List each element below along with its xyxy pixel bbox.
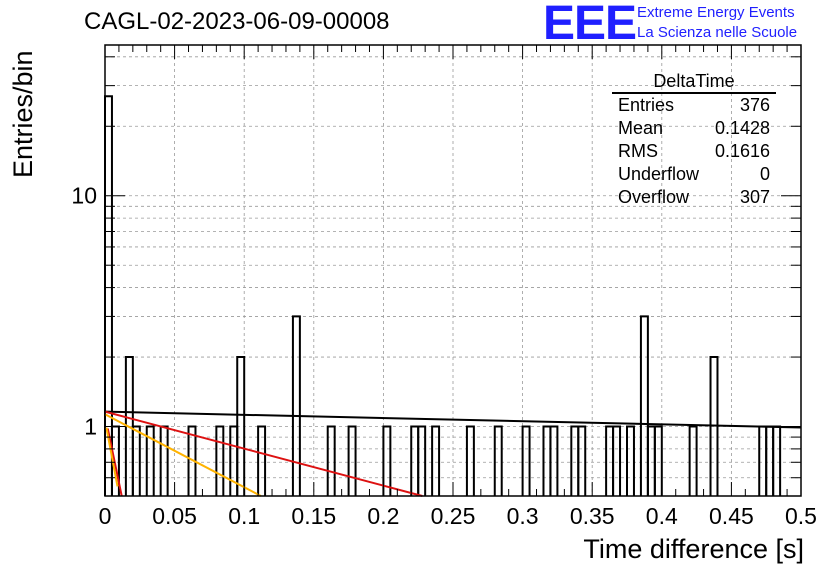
- histogram-bar: [688, 425, 698, 496]
- x-tick-label: 0.5: [785, 503, 817, 529]
- histogram-bar: [382, 425, 392, 496]
- x-tick-label: 0.1: [228, 503, 260, 529]
- x-tick-label: 0.35: [570, 503, 615, 529]
- histogram-bar: [465, 425, 475, 496]
- histogram-bar: [131, 425, 141, 496]
- stats-value: 0: [759, 164, 770, 184]
- stats-label: Overflow: [618, 187, 690, 207]
- x-tick-label: 0.2: [367, 503, 399, 529]
- x-tick-label: 0.25: [431, 503, 476, 529]
- eee-logo: EEE: [543, 0, 637, 50]
- histogram-bar: [215, 425, 225, 496]
- x-axis-label: Time difference [s]: [583, 534, 804, 564]
- histogram-bar: [417, 425, 427, 496]
- histogram-bar: [493, 425, 503, 496]
- histogram-bar: [626, 425, 635, 496]
- stats-label: Mean: [618, 118, 664, 138]
- x-tick-label: 0.3: [507, 503, 539, 529]
- histogram-bar: [653, 425, 663, 496]
- stats-row-underflow: Underflow 0: [612, 163, 776, 186]
- histogram-bar: [612, 425, 622, 496]
- stats-row-mean: Mean 0.1428: [612, 117, 776, 140]
- histogram-bar: [577, 425, 587, 496]
- stats-value: 0.1616: [714, 141, 770, 161]
- histogram-bar: [145, 425, 155, 496]
- stats-box: DeltaTime Entries 376 Mean 0.1428 RMS 0.…: [612, 70, 776, 209]
- fit-line: [104, 413, 262, 497]
- histogram-bar: [291, 315, 301, 496]
- y-tick-label: 10: [71, 183, 97, 209]
- histogram-bar: [549, 425, 559, 496]
- histogram-bar: [431, 425, 441, 496]
- axis-ticks: [104, 45, 802, 497]
- x-tick-label: 0.15: [291, 503, 336, 529]
- chart-title: CAGL-02-2023-06-09-00008: [84, 8, 390, 35]
- logo-line-2: La Scienza nelle Scuole: [637, 24, 798, 41]
- stats-value: 376: [739, 95, 770, 115]
- histogram-bar: [347, 425, 357, 496]
- x-tick-label: 0.05: [152, 503, 197, 529]
- histogram-bar: [521, 425, 531, 496]
- x-tick-label: 0.45: [709, 503, 754, 529]
- y-tick-label: 1: [84, 414, 97, 440]
- stats-title: DeltaTime: [612, 70, 776, 94]
- stats-label: Entries: [618, 95, 675, 115]
- histogram-bar: [236, 356, 246, 496]
- histogram-bar: [326, 425, 336, 496]
- stats-label: RMS: [618, 141, 658, 161]
- stats-value: 0.1428: [714, 118, 770, 138]
- histogram-bar: [639, 315, 649, 496]
- stats-label: Underflow: [618, 164, 700, 184]
- stats-row-rms: RMS 0.1616: [612, 140, 776, 163]
- tick-labels: 0 0.05 0.1 0.15 0.2 0.25 0.3 0.35 0.4 0.45 0.5 1 10: [71, 183, 817, 529]
- x-tick-label: 0: [99, 503, 112, 529]
- stats-row-overflow: Overflow 307: [612, 186, 776, 209]
- histogram-bar: [257, 425, 267, 496]
- x-tick-label: 0.4: [646, 503, 678, 529]
- fit-line: [104, 410, 423, 497]
- fit-line: [104, 410, 802, 429]
- grid-lines: [105, 45, 801, 497]
- logo-line-1: Extreme Energy Events: [637, 4, 795, 21]
- logo-text: Extreme Energy Events La Scienza nelle S…: [637, 3, 797, 43]
- stats-value: 307: [739, 187, 770, 207]
- stats-row-entries: Entries 376: [612, 94, 776, 117]
- y-axis-label: Entries/bin: [8, 50, 38, 178]
